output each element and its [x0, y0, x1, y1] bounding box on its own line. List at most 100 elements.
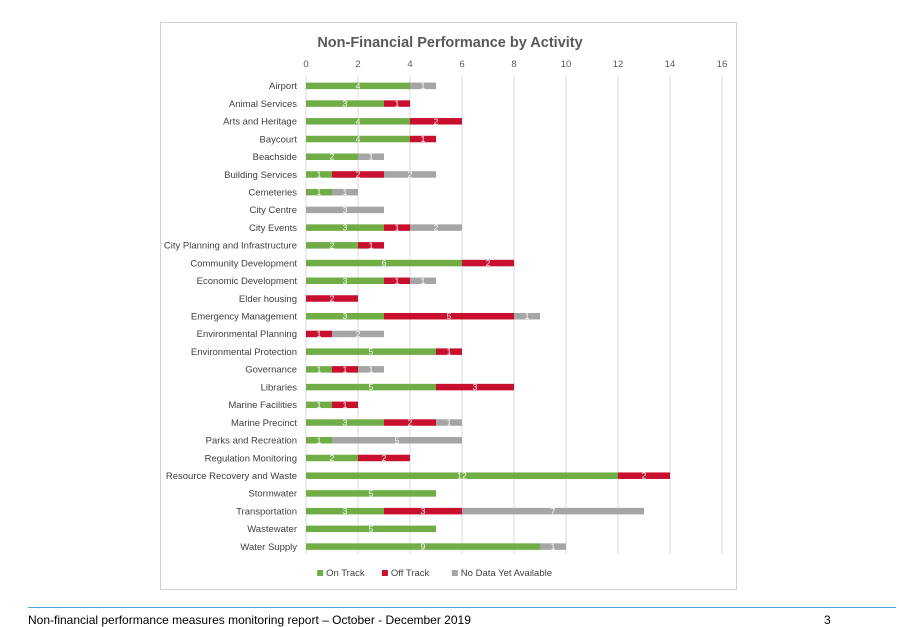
bar-no-data-yet-available — [540, 543, 566, 550]
legend-label: On Track — [326, 568, 365, 579]
data-label: 9 — [421, 542, 426, 552]
category-label: Emergency Management — [191, 312, 297, 323]
data-label: 5 — [369, 488, 374, 498]
data-label: 1 — [369, 240, 374, 250]
bar-off-track — [306, 330, 332, 338]
bar-on-track — [306, 135, 410, 143]
bar-off-track — [332, 401, 358, 409]
data-label: 1 — [317, 364, 322, 374]
bar-no-data-yet-available — [358, 153, 384, 160]
category-label: Animal Services — [229, 99, 297, 110]
x-tick-label: 10 — [561, 59, 572, 70]
data-label: 1 — [317, 435, 322, 445]
page-number: 3 — [824, 613, 831, 627]
bar-off-track — [306, 295, 358, 302]
bar-on-track — [306, 312, 384, 320]
bar-on-track — [306, 454, 358, 462]
bar-segments — [306, 82, 670, 550]
category-label: City Centre — [249, 205, 297, 216]
bar-off-track — [332, 366, 358, 373]
bar-no-data-yet-available — [332, 188, 358, 196]
bar-off-track — [384, 507, 462, 515]
data-label: 2 — [356, 329, 361, 339]
data-label: 1 — [447, 347, 452, 357]
category-label: Baycourt — [260, 134, 298, 145]
bar-off-track — [436, 383, 514, 391]
data-label: 1 — [317, 400, 322, 410]
category-label: Regulation Monitoring — [205, 453, 297, 464]
footer-text: Non-financial performance measures monit… — [28, 613, 471, 627]
data-label: 3 — [343, 205, 348, 215]
bar-off-track — [384, 224, 410, 231]
category-label: Beachside — [253, 152, 297, 163]
data-label: 1 — [369, 364, 374, 374]
x-tick-label: 12 — [613, 59, 624, 70]
bar-on-track — [306, 383, 436, 391]
bar-on-track — [306, 259, 462, 267]
bar-no-data-yet-available — [410, 224, 462, 231]
bar-on-track — [306, 242, 358, 249]
bar-on-track — [306, 472, 618, 479]
bar-no-data-yet-available — [306, 206, 384, 214]
bar-on-track — [306, 118, 410, 125]
data-label: 2 — [330, 453, 335, 463]
bar-no-data-yet-available — [358, 366, 384, 373]
data-label: 5 — [369, 382, 374, 392]
bar-on-track — [306, 188, 332, 196]
data-label: 2 — [642, 471, 647, 481]
category-label: Stormwater — [248, 489, 297, 500]
legend-label: Off Track — [391, 568, 430, 579]
bar-no-data-yet-available — [410, 82, 436, 90]
data-label: 2 — [356, 169, 361, 179]
data-label: 5 — [369, 524, 374, 534]
x-tick-label: 16 — [717, 59, 728, 70]
category-label: Building Services — [224, 170, 297, 181]
data-label: 1 — [447, 418, 452, 428]
data-label: 1 — [395, 99, 400, 109]
stacked-bar-chart: Non-Financial Performance by Activity 0 2… — [164, 35, 727, 579]
x-tick-label: 0 — [303, 59, 308, 70]
bar-no-data-yet-available — [410, 277, 436, 285]
bar-on-track — [306, 277, 384, 285]
data-label: 1 — [317, 169, 322, 179]
data-label: 3 — [473, 382, 478, 392]
bar-no-data-yet-available — [436, 419, 462, 426]
legend-swatch — [381, 570, 388, 576]
bar-off-track — [462, 259, 514, 267]
bar-on-track — [306, 490, 436, 497]
bar-off-track — [332, 171, 384, 178]
category-label: City Events — [249, 223, 297, 234]
data-label: 2 — [434, 116, 439, 126]
bar-off-track — [618, 472, 670, 479]
data-label: 3 — [343, 418, 348, 428]
data-label: 2 — [382, 453, 387, 463]
data-label: 6 — [382, 258, 387, 268]
bar-on-track — [306, 543, 540, 550]
category-label: Arts and Heritage — [223, 117, 297, 128]
bar-on-track — [306, 419, 384, 426]
category-label: Libraries — [261, 382, 298, 393]
category-label: Community Development — [190, 258, 297, 269]
x-tick-label: 8 — [511, 59, 516, 70]
x-tick-label: 4 — [407, 59, 412, 70]
chart-container: Non-Financial Performance by Activity 0 2… — [160, 22, 737, 590]
data-label: 1 — [421, 134, 426, 144]
data-label: 2 — [330, 152, 335, 162]
data-label: 3 — [343, 223, 348, 233]
bar-off-track — [410, 118, 462, 125]
data-label: 3 — [343, 311, 348, 321]
data-label: 2 — [408, 418, 413, 428]
data-label: 3 — [343, 506, 348, 516]
category-label: Elder housing — [239, 294, 297, 305]
x-axis-tick-labels: 0 2 4 6 8 10 12 14 16 — [303, 59, 727, 70]
bar-off-track — [358, 454, 410, 462]
category-label: Marine Facilities — [228, 400, 297, 411]
data-label: 3 — [343, 99, 348, 109]
category-label: Resource Recovery and Waste — [166, 471, 297, 482]
category-label: Economic Development — [197, 276, 298, 287]
category-label: Water Supply — [240, 542, 297, 553]
data-label: 4 — [356, 134, 361, 144]
bar-on-track — [306, 401, 332, 409]
data-labels: 4 13 14 24 12 11 2 21 133 1 22 16 23 1 123 5 11 25 11 1 15 31… — [317, 81, 647, 552]
data-label: 2 — [408, 169, 413, 179]
